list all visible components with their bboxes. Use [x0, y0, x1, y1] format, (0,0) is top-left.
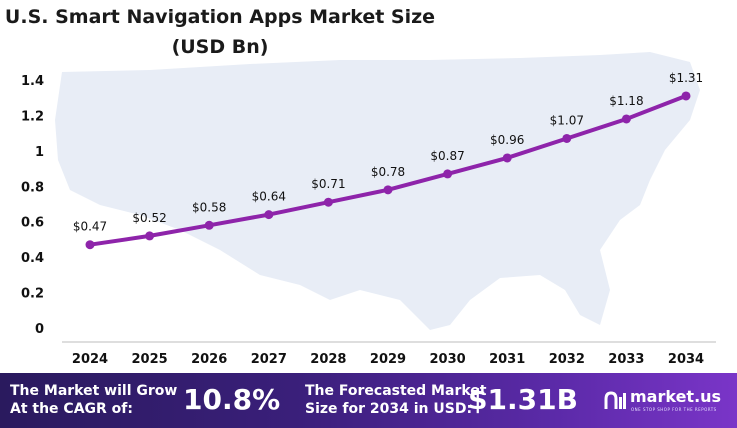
data-points [85, 91, 691, 250]
data-label: $0.96 [490, 133, 524, 147]
x-axis: 2024 2025 2026 2027 2028 2029 2030 2031 2032 2033… [62, 341, 716, 367]
data-point [264, 210, 274, 220]
data-label: $0.47 [73, 220, 107, 234]
chart-subtitle: (USD Bn) [171, 36, 269, 58]
market-us-logo: market.us ONE STOP SHOP FOR THE REPORTS [604, 387, 734, 417]
data-label: $1.07 [550, 113, 584, 127]
summary-banner: The Market will Grow At the CAGR of: 10.… [0, 373, 737, 428]
x-tick-label: 2031 [489, 352, 525, 367]
y-tick-label: 0.4 [21, 251, 44, 266]
data-label: $1.18 [609, 94, 643, 108]
data-label: $0.78 [371, 165, 405, 179]
x-tick-label: 2027 [251, 352, 287, 367]
market-us-logo-icon [604, 391, 626, 409]
y-tick-label: 1 [35, 145, 44, 160]
data-label: $0.64 [252, 190, 286, 204]
cagr-caption-line2: At the CAGR of: [10, 401, 133, 417]
data-point [502, 153, 512, 163]
forecast-value: $1.31B [468, 383, 578, 416]
data-point [145, 231, 155, 241]
data-label: $0.52 [132, 211, 166, 225]
data-label: $0.87 [430, 149, 464, 163]
y-tick-label: 0.2 [21, 287, 44, 302]
y-tick-label: 0.6 [21, 216, 44, 231]
y-tick-label: 1.4 [21, 74, 44, 89]
x-tick-label: 2025 [132, 352, 168, 367]
chart-title: U.S. Smart Navigation Apps Market Size [4, 6, 436, 28]
x-tick-label: 2029 [370, 352, 406, 367]
logo-text: market.us [630, 387, 722, 406]
x-tick-label: 2030 [430, 352, 466, 367]
line-chart: 00.20.40.60.811.21.4 2024 2025 2026 2027 202… [21, 52, 716, 367]
cagr-caption-line1: The Market will Grow [10, 383, 178, 399]
x-tick-label: 2024 [72, 352, 108, 367]
forecast-caption-line2: Size for 2034 in USD: [305, 401, 473, 417]
data-label: $1.31 [669, 71, 703, 85]
data-point [681, 91, 691, 101]
data-labels: $0.47 $0.52 $0.58 $0.64 $0.71 $0.78 $0.87 $0.96… [73, 71, 703, 234]
data-label: $0.71 [311, 177, 345, 191]
x-tick-label: 2026 [191, 352, 227, 367]
x-tick-label: 2034 [668, 352, 704, 367]
forecast-caption-line1: The Forecasted Market [305, 383, 487, 399]
x-tick-label: 2032 [549, 352, 585, 367]
data-point [323, 197, 333, 207]
x-tick-label: 2033 [608, 352, 644, 367]
cagr-value: 10.8% [183, 383, 281, 416]
logo-tagline: ONE STOP SHOP FOR THE REPORTS [631, 407, 717, 412]
y-axis: 0 0.2 0.4 0.6 0.8 1 1.2 1.4 [21, 74, 44, 337]
y-tick-label: 1.2 [21, 109, 44, 124]
data-point [562, 133, 572, 143]
data-point [383, 185, 393, 195]
data-point [621, 114, 631, 124]
data-point [85, 240, 95, 250]
data-point [204, 220, 214, 230]
data-label: $0.58 [192, 200, 226, 214]
x-tick-label: 2028 [310, 352, 346, 367]
y-tick-label: 0.8 [21, 180, 44, 195]
data-point [443, 169, 453, 179]
y-tick-label: 0 [35, 322, 44, 337]
